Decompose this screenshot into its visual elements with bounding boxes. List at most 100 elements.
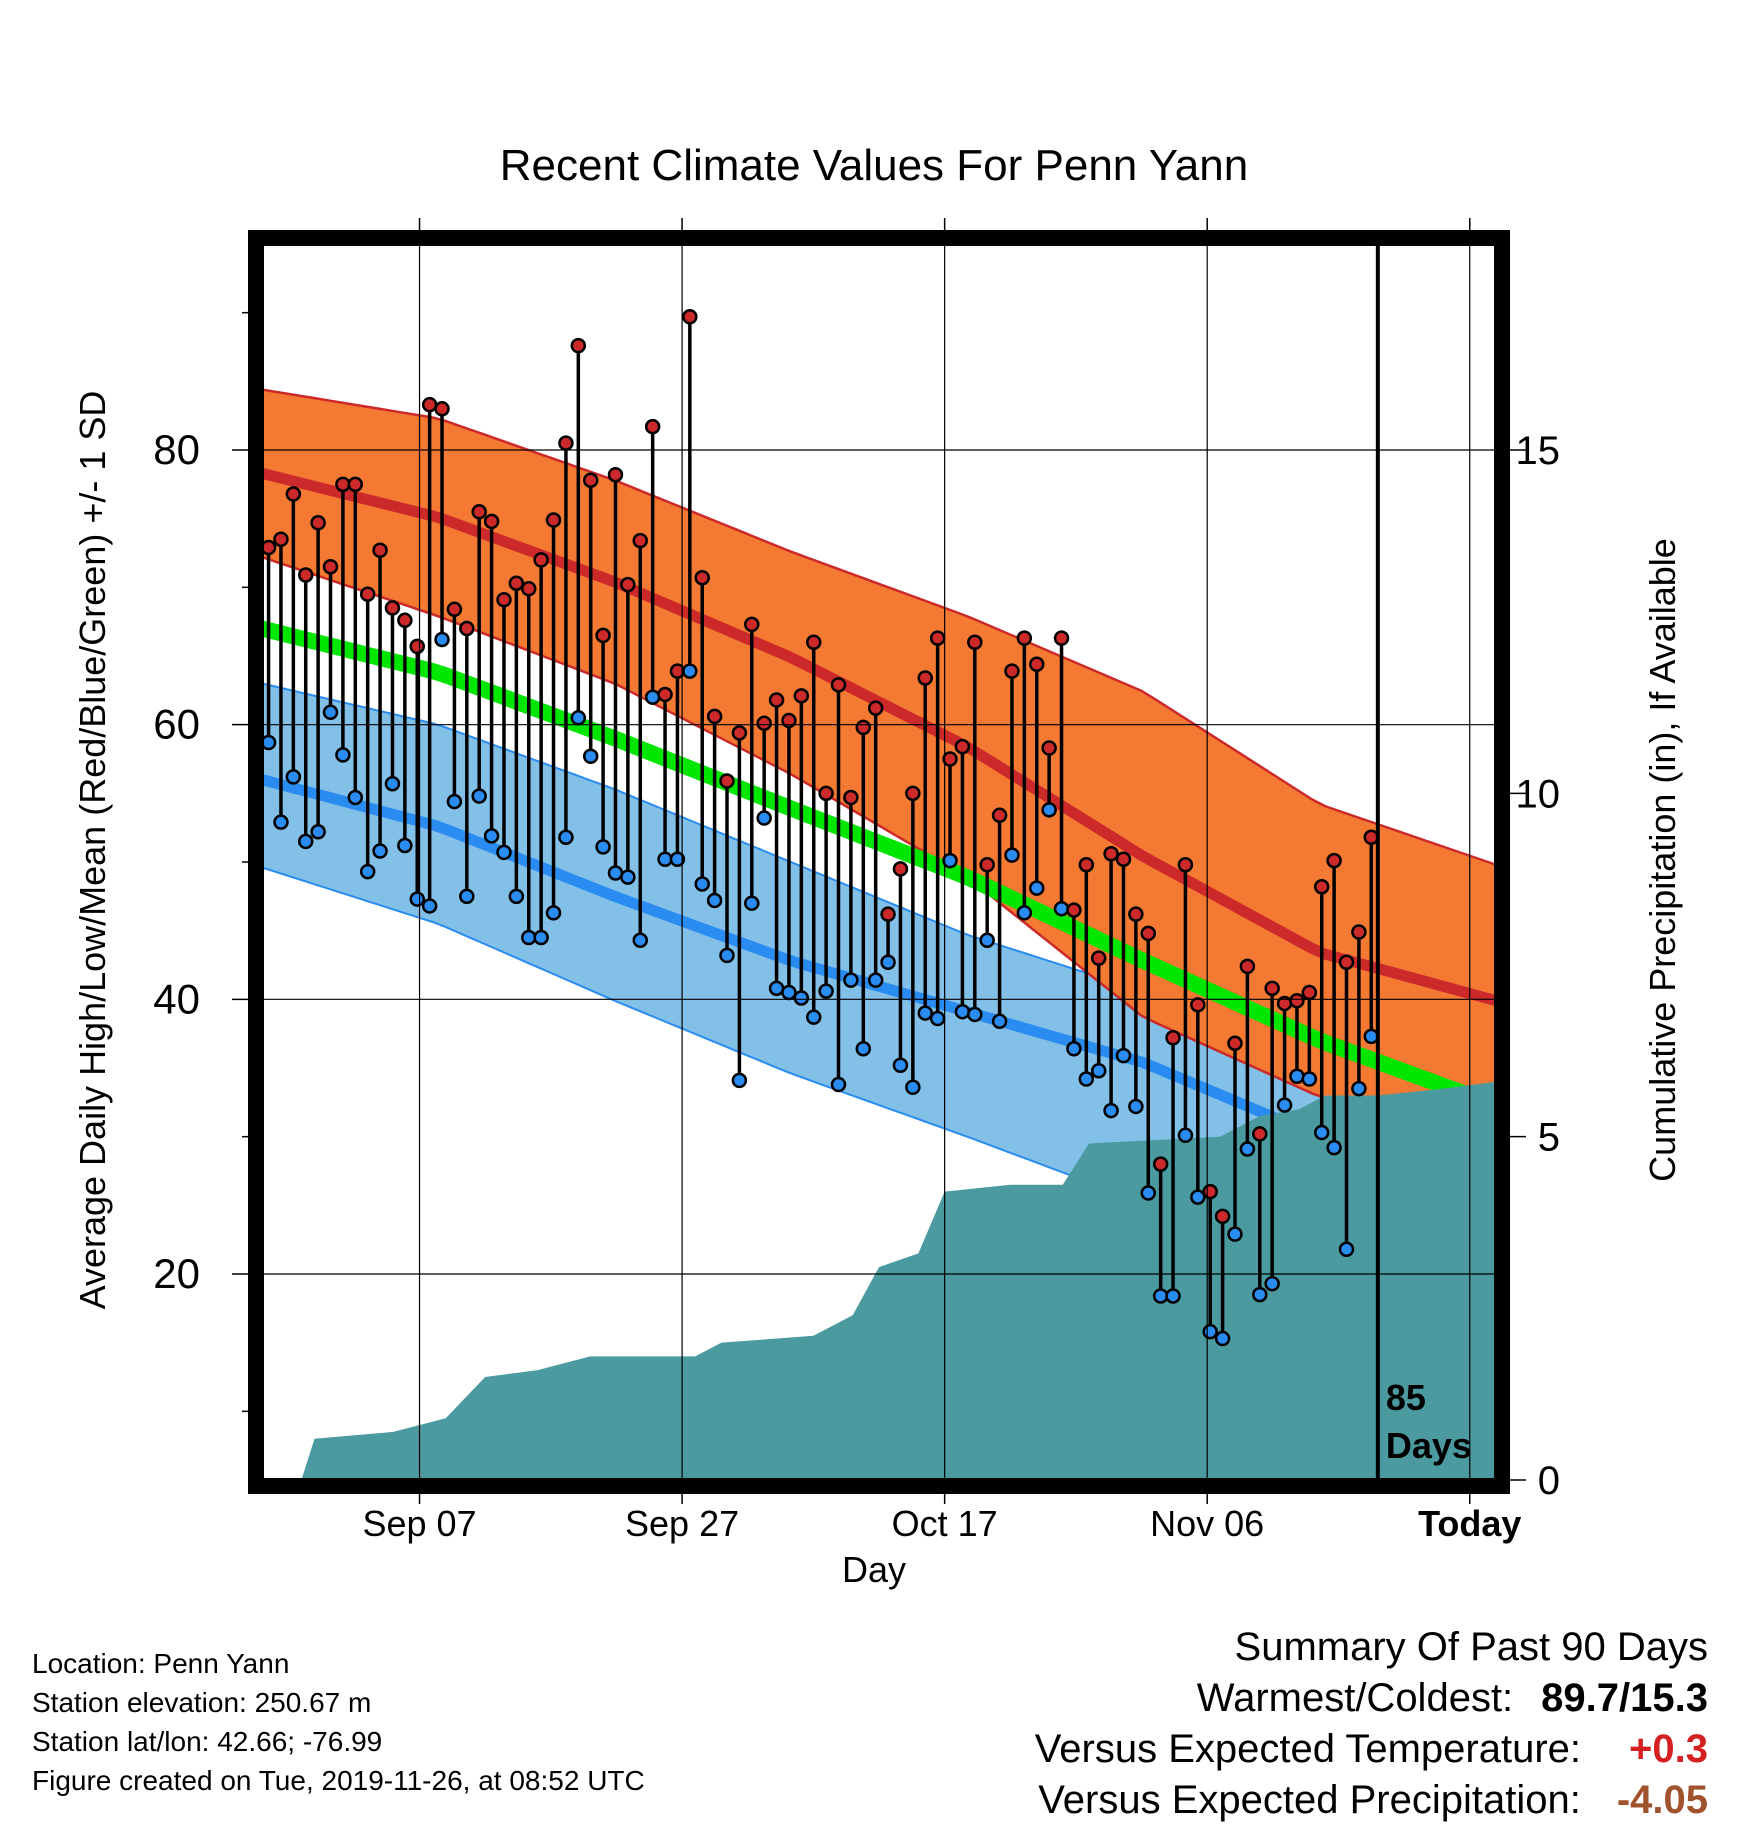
daily-high-point bbox=[905, 785, 921, 802]
daily-high-point bbox=[545, 512, 562, 528]
daily-low-point bbox=[570, 710, 587, 726]
chart-title: Recent Climate Values For Penn Yann bbox=[500, 141, 1248, 190]
daily-high-point bbox=[1016, 630, 1033, 646]
daily-high-point bbox=[954, 738, 971, 755]
plot-area bbox=[260, 309, 1499, 1480]
daily-low-point bbox=[1090, 1062, 1107, 1079]
temp-versus-value: +0.3 bbox=[1629, 1727, 1708, 1771]
daily-high-point bbox=[496, 591, 512, 608]
daily-high-point bbox=[1078, 856, 1095, 873]
daily-low-point bbox=[967, 1006, 983, 1023]
precip-versus-label: Versus Expected Precipitation: bbox=[1038, 1778, 1581, 1822]
daily-high-point bbox=[558, 435, 574, 451]
daily-high-point bbox=[942, 751, 958, 767]
daily-low-point bbox=[582, 748, 599, 765]
precip-area bbox=[262, 1054, 1496, 1480]
summary-heading: Summary Of Past 90 Days bbox=[1234, 1625, 1708, 1669]
daily-high-point bbox=[570, 337, 587, 354]
latlon-text: Station lat/lon: 42.66; -76.99 bbox=[32, 1726, 383, 1757]
daily-low-point bbox=[1152, 1288, 1169, 1304]
daily-low-point bbox=[1239, 1141, 1256, 1157]
warm-cold-label: Warmest/Coldest: bbox=[1196, 1676, 1514, 1720]
daily-high-point bbox=[595, 627, 611, 644]
daily-low-point bbox=[694, 876, 710, 892]
daily-low-point bbox=[744, 895, 760, 911]
daily-high-point bbox=[1227, 1035, 1243, 1052]
daily-low-point bbox=[1041, 802, 1057, 818]
daily-high-point bbox=[781, 712, 797, 729]
daily-low-point bbox=[533, 929, 549, 946]
daily-high-point bbox=[731, 725, 748, 741]
daily-high-point bbox=[892, 861, 909, 877]
daily-high-point bbox=[521, 580, 537, 597]
daily-high-point bbox=[359, 586, 376, 602]
daily-high-point bbox=[1301, 984, 1318, 1001]
daily-low-point bbox=[1103, 1102, 1119, 1119]
daily-low-point bbox=[496, 844, 512, 861]
daily-high-point bbox=[310, 515, 326, 531]
daily-low-point bbox=[1214, 1330, 1231, 1347]
daily-low-point bbox=[1177, 1127, 1194, 1144]
daily-low-point bbox=[880, 954, 896, 971]
y2-tick-label: 15 bbox=[1516, 429, 1561, 473]
daily-high-point bbox=[1252, 1126, 1268, 1142]
axes: 85 Days Sep 07 Sep 27 Oct 17 Nov 06 Today 20 40 6… bbox=[153, 218, 1560, 1544]
x-tick-label: Sep 27 bbox=[625, 1503, 739, 1544]
daily-low-point bbox=[1313, 1124, 1330, 1141]
daily-low-point bbox=[1029, 880, 1045, 896]
elevation-text: Station elevation: 250.67 m bbox=[32, 1687, 372, 1718]
daily-low-point bbox=[397, 837, 413, 854]
daily-low-point bbox=[595, 839, 611, 855]
daily-low-point bbox=[1190, 1189, 1206, 1205]
daily-low-point bbox=[1338, 1241, 1355, 1258]
daily-low-point bbox=[942, 852, 958, 869]
daily-high-point bbox=[260, 539, 277, 556]
daily-high-point bbox=[446, 601, 463, 618]
daily-high-point bbox=[347, 476, 364, 493]
daily-high-point bbox=[1103, 846, 1119, 862]
daily-low-point bbox=[768, 980, 785, 997]
daily-high-point bbox=[694, 569, 710, 586]
daily-low-point bbox=[805, 1009, 822, 1025]
daily-low-point bbox=[1066, 1041, 1082, 1057]
daily-high-point bbox=[397, 612, 413, 629]
x-tick-label: Today bbox=[1418, 1503, 1521, 1544]
y-axis-label: Average Daily High/Low/Mean (Red/Blue/Gr… bbox=[72, 391, 113, 1310]
normal-high-band bbox=[262, 389, 1496, 1137]
daily-high-point bbox=[867, 700, 884, 716]
daily-low-point bbox=[905, 1079, 921, 1095]
daily-high-point bbox=[1351, 924, 1367, 940]
daily-high-point bbox=[1313, 878, 1330, 895]
daily-low-point bbox=[347, 789, 364, 806]
daily-high-point bbox=[1214, 1208, 1231, 1225]
daily-high-point bbox=[855, 719, 872, 736]
daily-high-point bbox=[1338, 954, 1355, 971]
daily-low-point bbox=[421, 898, 438, 914]
daily-low-point bbox=[818, 983, 834, 999]
daily-high-point bbox=[285, 486, 302, 502]
daily-low-point bbox=[731, 1072, 748, 1089]
daily-low-point bbox=[644, 689, 661, 705]
daily-low-point bbox=[434, 631, 450, 648]
y-tick-label: 20 bbox=[153, 1250, 200, 1297]
daily-high-point bbox=[372, 542, 388, 559]
daily-high-point bbox=[1152, 1156, 1169, 1172]
daily-low-point bbox=[359, 863, 376, 880]
daily-low-point bbox=[979, 932, 995, 949]
daily-high-point bbox=[297, 567, 314, 583]
daily-low-point bbox=[310, 824, 326, 840]
daily-high-point bbox=[533, 552, 549, 568]
x-axis-label: Day bbox=[842, 1549, 906, 1590]
daily-high-point bbox=[967, 634, 983, 651]
daily-low-point bbox=[867, 972, 884, 988]
daily-low-point bbox=[384, 775, 401, 792]
daily-high-point bbox=[322, 558, 339, 575]
daily-low-point bbox=[1301, 1071, 1318, 1087]
daily-high-point bbox=[805, 634, 822, 651]
daily-high-point bbox=[1140, 925, 1157, 942]
daily-low-point bbox=[843, 972, 859, 988]
daily-low-point bbox=[1078, 1071, 1095, 1087]
daily-high-point bbox=[682, 309, 698, 325]
daily-high-point bbox=[421, 396, 438, 413]
daily-low-point bbox=[471, 788, 487, 804]
